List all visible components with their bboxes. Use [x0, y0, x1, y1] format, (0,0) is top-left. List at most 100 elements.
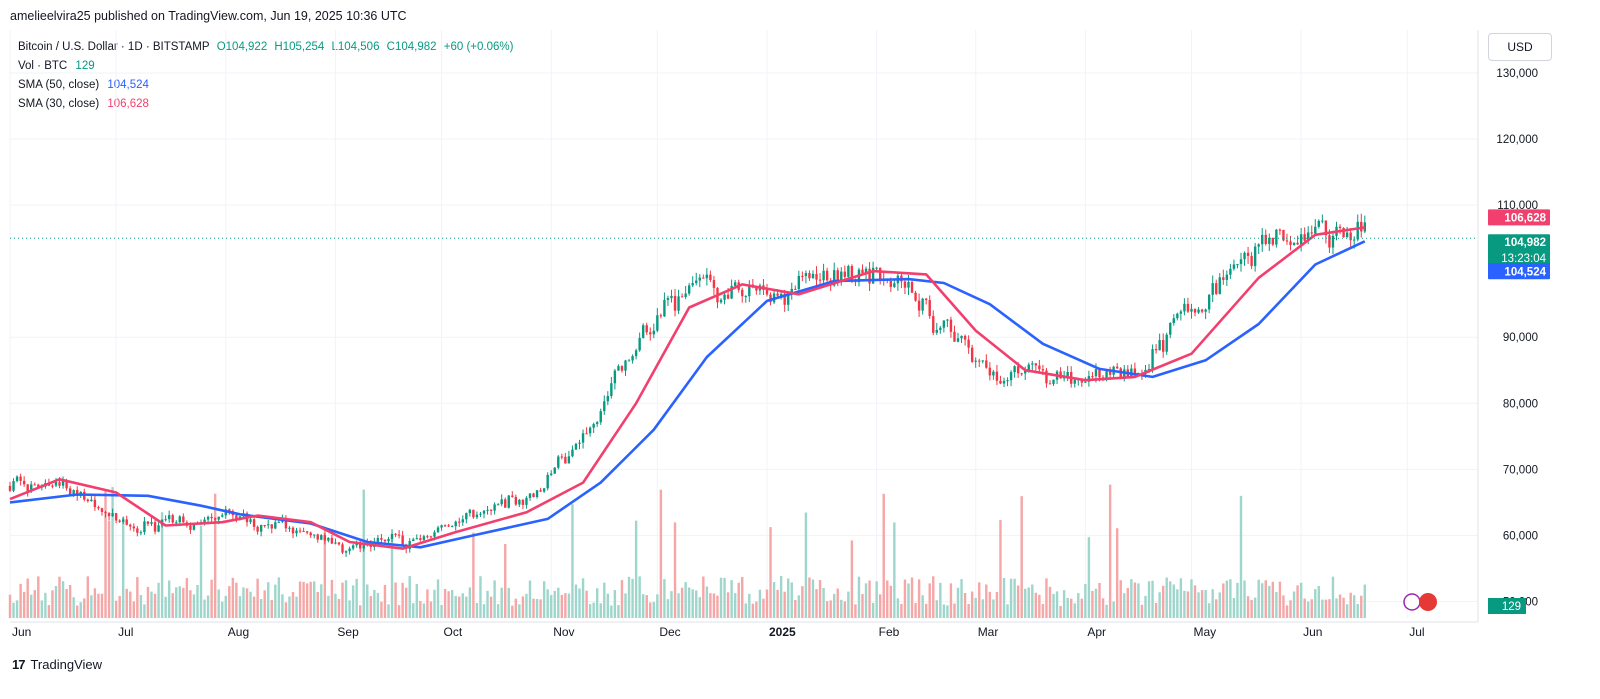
candle-body: [330, 537, 334, 544]
volume-bar: [1038, 594, 1041, 618]
volume-bar: [518, 604, 521, 618]
volume-bar: [1133, 582, 1137, 618]
volume-bar: [475, 603, 479, 618]
candle-body: [670, 295, 673, 299]
candle-body: [433, 532, 436, 537]
y-tick-label: 70,000: [1503, 464, 1538, 476]
volume-bar: [956, 587, 960, 618]
volume-bar: [256, 578, 259, 618]
candle-body: [903, 281, 907, 288]
published-line: amelieelvira25 published on TradingView.…: [10, 9, 407, 23]
candle-body: [182, 516, 185, 523]
volume-bar: [458, 596, 461, 618]
volume-bar: [489, 596, 493, 618]
volume-bar: [557, 587, 560, 618]
volume-bar: [617, 605, 620, 618]
volume-bar: [995, 591, 999, 618]
legend-symbol-row[interactable]: Bitcoin / U.S. Dollar · 1D · BITSTAMP O1…: [18, 38, 517, 57]
candle-body: [1038, 365, 1041, 370]
volume-bar: [893, 522, 896, 618]
candle-body: [1289, 241, 1292, 245]
volume-bar: [1197, 592, 1200, 618]
candle-body: [15, 476, 19, 482]
currency-button[interactable]: USD: [1488, 33, 1552, 61]
candle-body: [1006, 380, 1009, 382]
candle-body: [719, 299, 723, 303]
candle-body: [235, 515, 238, 520]
candle-body: [422, 536, 426, 540]
volume-bar: [281, 594, 284, 618]
candle-body: [153, 522, 157, 532]
volume-bar: [963, 592, 967, 618]
candle-body: [221, 515, 224, 517]
volume-bar: [670, 591, 673, 618]
candle-body: [1048, 383, 1052, 385]
candle-body: [217, 516, 220, 520]
candle-body: [663, 299, 666, 317]
candle-body: [1091, 376, 1094, 378]
candle-body: [659, 315, 663, 317]
candle-body: [259, 525, 263, 532]
legend-sma50-row[interactable]: SMA (50, close) 104,524: [18, 76, 517, 95]
candle-body: [1296, 242, 1299, 245]
volume-bar: [719, 577, 723, 618]
volume-bar: [1091, 590, 1094, 618]
candle-body: [1197, 309, 1200, 313]
volume-bar: [1345, 604, 1349, 618]
tradingview-brand: TradingView: [30, 657, 103, 672]
candle-body: [316, 534, 319, 540]
volume-bar: [698, 597, 701, 618]
volume-bar: [1144, 595, 1147, 618]
candle-body: [1271, 237, 1275, 245]
volume-bar: [37, 576, 40, 618]
volume-bar: [787, 578, 790, 618]
volume-bar: [1186, 591, 1190, 618]
candle-body: [1151, 349, 1154, 370]
legend-sma30-row[interactable]: SMA (30, close) 106,628: [18, 95, 517, 114]
candle-body: [1282, 229, 1285, 241]
candle-body: [599, 411, 602, 423]
candle-body: [649, 332, 652, 335]
volume-bar: [1115, 528, 1119, 618]
volume-bar: [610, 605, 613, 618]
volume-bar: [8, 594, 12, 618]
volume-bar: [58, 576, 61, 618]
volume-bar: [748, 593, 751, 618]
x-tick-label: Dec: [659, 625, 680, 639]
candle-body: [37, 484, 40, 487]
volume-bar: [40, 600, 44, 618]
volume-bar: [238, 596, 242, 618]
volume-bar: [1271, 581, 1275, 618]
volume-bar: [1222, 583, 1225, 618]
candle-body: [797, 275, 801, 290]
candle-body: [344, 551, 348, 553]
candle-body: [1204, 309, 1207, 312]
volume-bar: [440, 604, 443, 618]
candle-body: [1250, 255, 1253, 267]
x-tick-label: Jun: [1303, 625, 1322, 639]
candle-body: [638, 337, 641, 351]
volume-bar: [1324, 599, 1328, 618]
candle-body: [100, 508, 104, 512]
candle-body: [1190, 308, 1193, 312]
volume-bar: [928, 583, 931, 618]
legend-volume-row[interactable]: Vol · BTC 129: [18, 57, 517, 76]
volume-bar: [726, 592, 730, 618]
volume-label: Vol · BTC: [18, 60, 68, 72]
candle-body: [309, 532, 312, 536]
volume-bar: [1154, 602, 1158, 618]
volume-bar: [970, 591, 974, 618]
tradingview-footer[interactable]: 17 TradingView: [12, 657, 102, 672]
volume-bar: [1363, 584, 1367, 618]
candle-body: [1275, 229, 1278, 245]
volume-bar: [1296, 585, 1299, 618]
candle-body: [486, 509, 489, 511]
volume-bar: [26, 578, 29, 618]
volume-bar: [1310, 599, 1313, 618]
volume-bar: [765, 589, 769, 618]
volume-bar: [143, 604, 146, 618]
volume-bar: [847, 591, 850, 618]
candle-body: [1303, 234, 1306, 241]
